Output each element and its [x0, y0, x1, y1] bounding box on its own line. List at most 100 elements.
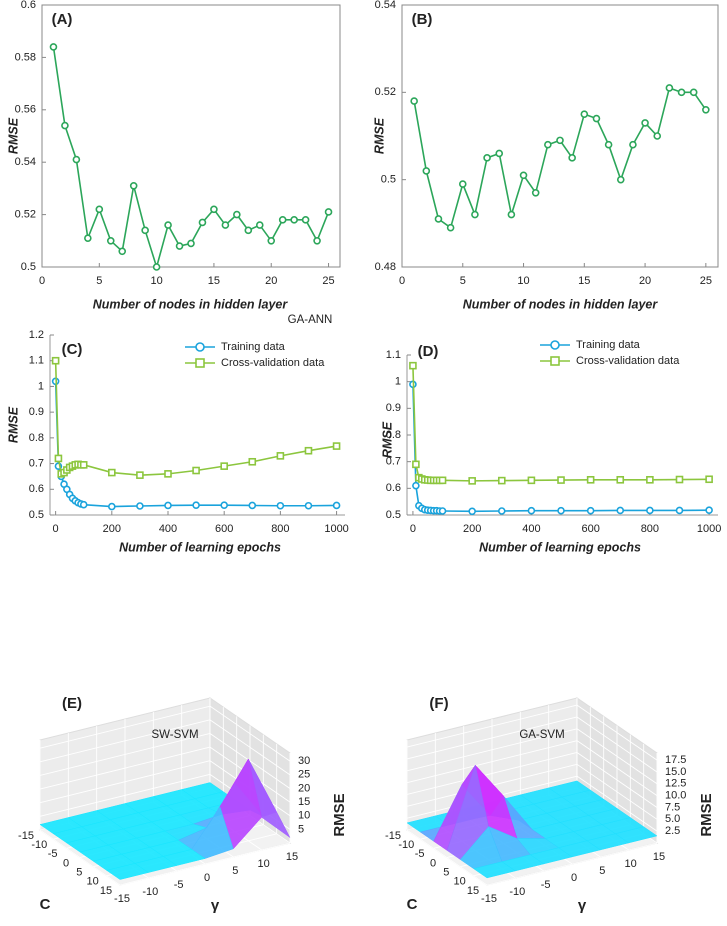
legend-label: Training data [221, 341, 286, 353]
point-marker [61, 121, 69, 130]
point-marker [580, 110, 589, 118]
point-marker [557, 476, 565, 484]
point-marker [531, 188, 540, 197]
point-marker [557, 506, 565, 515]
z-tick-label: 30 [298, 755, 310, 767]
point-marker [136, 502, 144, 510]
point-marker [705, 506, 713, 515]
point-marker [332, 501, 341, 510]
point-marker [304, 446, 313, 455]
grid-line [486, 842, 658, 886]
point-marker [129, 181, 138, 190]
series-line [52, 46, 330, 270]
y-tick-label: -10 [509, 886, 525, 898]
z-tick-label: 20 [298, 782, 310, 794]
grid-line [406, 728, 578, 772]
point-marker [410, 97, 418, 105]
x-tick-label: 400 [522, 523, 540, 535]
point-marker [653, 132, 662, 140]
point-marker [556, 136, 564, 145]
point-marker [313, 237, 321, 245]
y-axis-label: RMSE [6, 406, 20, 443]
x-tick-label: 5 [76, 867, 82, 879]
y-tick-label: 0.5 [386, 509, 401, 521]
grid-line [39, 746, 211, 790]
legend-marker [195, 358, 205, 368]
x-axis-label: Number of nodes in hidden layer [93, 297, 289, 311]
x-axis-label: C [407, 896, 418, 913]
x-tick-label: 15 [208, 275, 220, 287]
x-tick-label: 15 [578, 275, 590, 287]
y-tick-label: 0.6 [21, 0, 36, 11]
legend-label: Cross-validation data [221, 357, 325, 369]
point-marker [409, 361, 417, 370]
x-axis-label: Number of nodes in hidden layer [463, 297, 659, 311]
point-marker [248, 457, 257, 466]
point-marker [497, 476, 506, 485]
y-tick-label: 0.5 [29, 509, 44, 521]
y-tick-label: 0.5 [381, 174, 396, 186]
y-tick-label: 0.9 [386, 402, 401, 414]
z-tick-label: 5.0 [665, 813, 680, 825]
y-tick-label: 5 [599, 865, 605, 877]
point-marker [244, 226, 253, 235]
point-marker [438, 507, 447, 515]
x-tick-label: 5 [443, 867, 449, 879]
x-tick-label: 25 [700, 275, 712, 287]
legend-label: Cross-validation data [576, 355, 680, 367]
point-marker [446, 223, 455, 232]
point-marker [95, 205, 104, 214]
grid-line [39, 773, 211, 817]
series-line [54, 360, 337, 476]
x-tick-label: 800 [271, 523, 289, 535]
point-marker [164, 501, 172, 510]
surface-cell [473, 861, 516, 879]
x-tick-label: -10 [398, 839, 414, 851]
point-marker [175, 242, 184, 250]
point-marker [187, 239, 195, 248]
subtitle: GA-ANN [288, 314, 333, 326]
point-marker [705, 475, 713, 484]
point-marker [616, 506, 625, 515]
z-tick-label: 17.5 [665, 754, 686, 766]
grid-line [209, 705, 291, 762]
point-marker [54, 454, 63, 463]
panel-label: (B) [412, 11, 433, 28]
y-axis-label: RMSE [372, 117, 386, 154]
point-marker [495, 149, 504, 158]
z-axis-label: RMSE [698, 793, 715, 836]
point-marker [702, 106, 710, 114]
point-marker [458, 180, 467, 188]
point-marker [220, 462, 228, 470]
z-tick-label: 12.5 [665, 778, 686, 790]
point-marker [290, 216, 298, 224]
y-tick-label: 1.1 [29, 355, 44, 367]
y-tick-label: 0.58 [15, 51, 36, 63]
y-tick-label: -5 [541, 879, 551, 891]
y-tick-label: 0.8 [386, 429, 401, 441]
legend-label: Training data [576, 339, 641, 351]
point-marker [527, 476, 536, 485]
z-tick-label: 15.0 [665, 766, 686, 778]
point-marker [79, 461, 88, 469]
point-marker [675, 506, 684, 515]
point-marker [629, 140, 637, 149]
point-marker [118, 247, 127, 256]
grid-line [406, 716, 578, 760]
point-marker [192, 466, 200, 475]
point-marker [278, 216, 287, 224]
x-tick-label: 0 [430, 857, 436, 869]
x-tick-label: 20 [265, 275, 277, 287]
grid-line [406, 704, 578, 748]
x-tick-label: 200 [103, 523, 121, 535]
y-axis-label: RMSE [6, 117, 20, 154]
grid-line [576, 775, 658, 832]
x-tick-label: -15 [18, 830, 34, 842]
grid-line [39, 705, 211, 749]
y-tick-label: 0.56 [15, 104, 36, 116]
z-tick-label: 5 [298, 823, 304, 835]
grid-line [576, 716, 658, 773]
point-marker [665, 84, 674, 92]
x-axis-label: Number of learning epochs [119, 540, 281, 554]
